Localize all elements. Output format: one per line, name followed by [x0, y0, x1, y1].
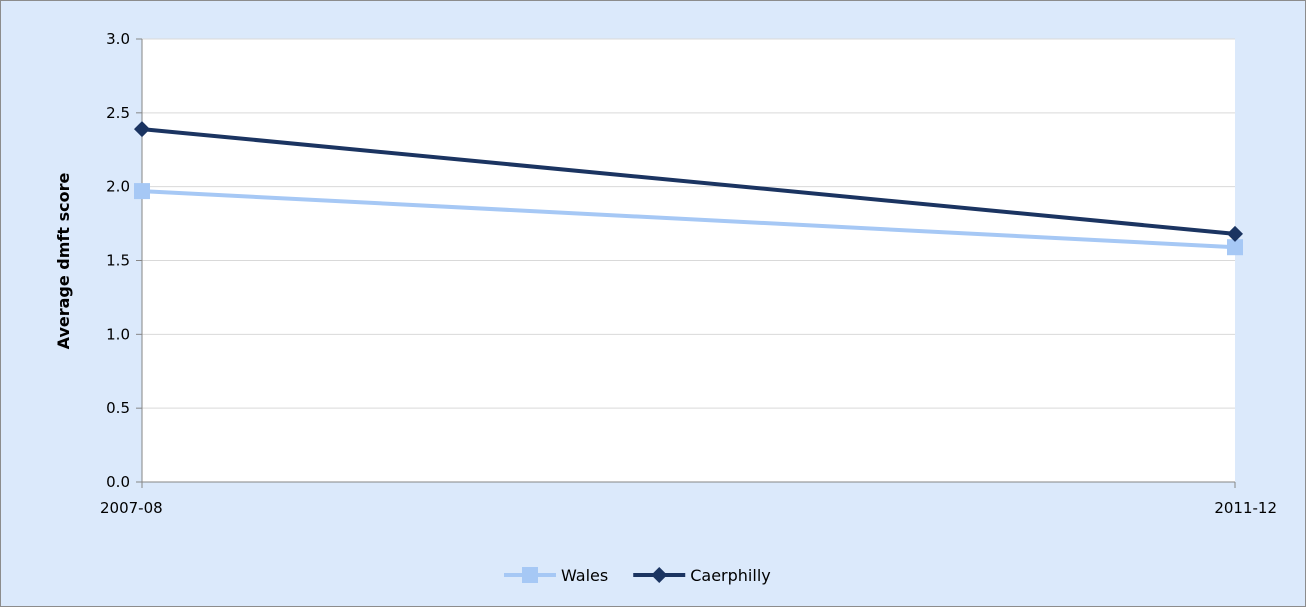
- y-tick-label: 2.5: [106, 104, 130, 122]
- x-tick-label: 2007-08: [100, 499, 163, 517]
- series-wales: [134, 183, 1243, 256]
- legend-item-caerphilly: Caerphilly: [633, 566, 771, 585]
- legend-marker: [522, 567, 538, 583]
- series-line-caerphilly: [141, 127, 1236, 236]
- x-tick-label: 2011-12: [1214, 499, 1277, 517]
- gridlines: [142, 38, 1235, 409]
- data-point-wales: [1227, 239, 1243, 256]
- y-axis-tick-labels: 0.0 0.5 1.0 1.5 2.0 2.5 3.0: [106, 30, 130, 491]
- legend-item-wales: Wales: [504, 566, 608, 585]
- legend: Wales Caerphilly: [504, 566, 771, 585]
- y-tick-label: 0.5: [106, 399, 130, 417]
- series-layer: [134, 121, 1243, 256]
- y-tick-label: 2.0: [106, 178, 130, 196]
- series-line-wales: [141, 189, 1236, 250]
- series-caerphilly: [134, 121, 1243, 242]
- x-axis-tick-labels: 2007-08 2011-12: [100, 499, 1277, 517]
- y-tick-label: 3.0: [106, 30, 130, 48]
- data-point-wales: [134, 183, 150, 200]
- legend-label: Wales: [561, 566, 608, 585]
- y-tick-label: 0.0: [106, 473, 130, 491]
- y-axis-title: Average dmft score: [54, 173, 73, 350]
- legend-marker: [651, 567, 668, 583]
- data-point-caerphilly: [1227, 225, 1243, 242]
- data-point-caerphilly: [134, 121, 150, 138]
- legend-label: Caerphilly: [690, 566, 771, 585]
- y-tick-label: 1.0: [106, 325, 130, 343]
- y-tick-label: 1.5: [106, 252, 130, 270]
